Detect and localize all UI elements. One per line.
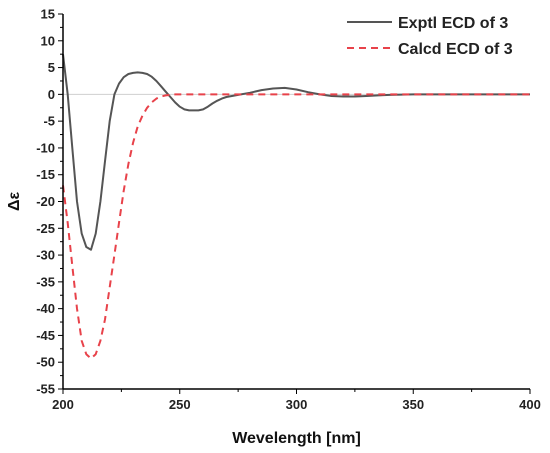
y-tick-label: -30 bbox=[36, 248, 55, 263]
y-tick-label: -25 bbox=[36, 221, 55, 236]
series-layer bbox=[62, 54, 530, 360]
series-line-exptl bbox=[62, 54, 530, 251]
legend: Exptl ECD of 3 Calcd ECD of 3 bbox=[347, 15, 513, 58]
legend-label-exptl: Exptl ECD of 3 bbox=[398, 15, 508, 32]
y-tick-label: -40 bbox=[36, 301, 55, 316]
x-tick-label: 300 bbox=[286, 397, 308, 412]
y-tick-label: -5 bbox=[43, 114, 55, 129]
y-tick-label: 5 bbox=[48, 60, 55, 75]
x-axis-title: Wevelength [nm] bbox=[232, 430, 361, 447]
y-tick-label: -50 bbox=[36, 355, 55, 370]
y-tick-label: -15 bbox=[36, 167, 55, 182]
x-tick-label: 350 bbox=[402, 397, 424, 412]
x-tick-label: 400 bbox=[519, 397, 541, 412]
y-tick-label: 10 bbox=[41, 33, 55, 48]
y-tick-label: -55 bbox=[36, 382, 55, 397]
series-line-calcd bbox=[62, 93, 530, 360]
legend-label-calcd: Calcd ECD of 3 bbox=[398, 41, 513, 58]
axes-layer bbox=[62, 14, 530, 390]
y-tick-label: -45 bbox=[36, 328, 55, 343]
x-tick-label: 200 bbox=[52, 397, 74, 412]
y-tick-label: 15 bbox=[41, 7, 55, 22]
ticks-layer: 15 10 5 0 -5 -10 -15 -20 -25 -30 -35 -40 -45 -50 -5520… bbox=[36, 7, 541, 413]
y-tick-label: -10 bbox=[36, 140, 55, 155]
y-tick-label: -20 bbox=[36, 194, 55, 209]
x-tick-label: 250 bbox=[169, 397, 191, 412]
y-axis-title: Δε bbox=[6, 192, 23, 212]
y-tick-label: 0 bbox=[48, 87, 55, 102]
y-tick-label: -35 bbox=[36, 274, 55, 289]
